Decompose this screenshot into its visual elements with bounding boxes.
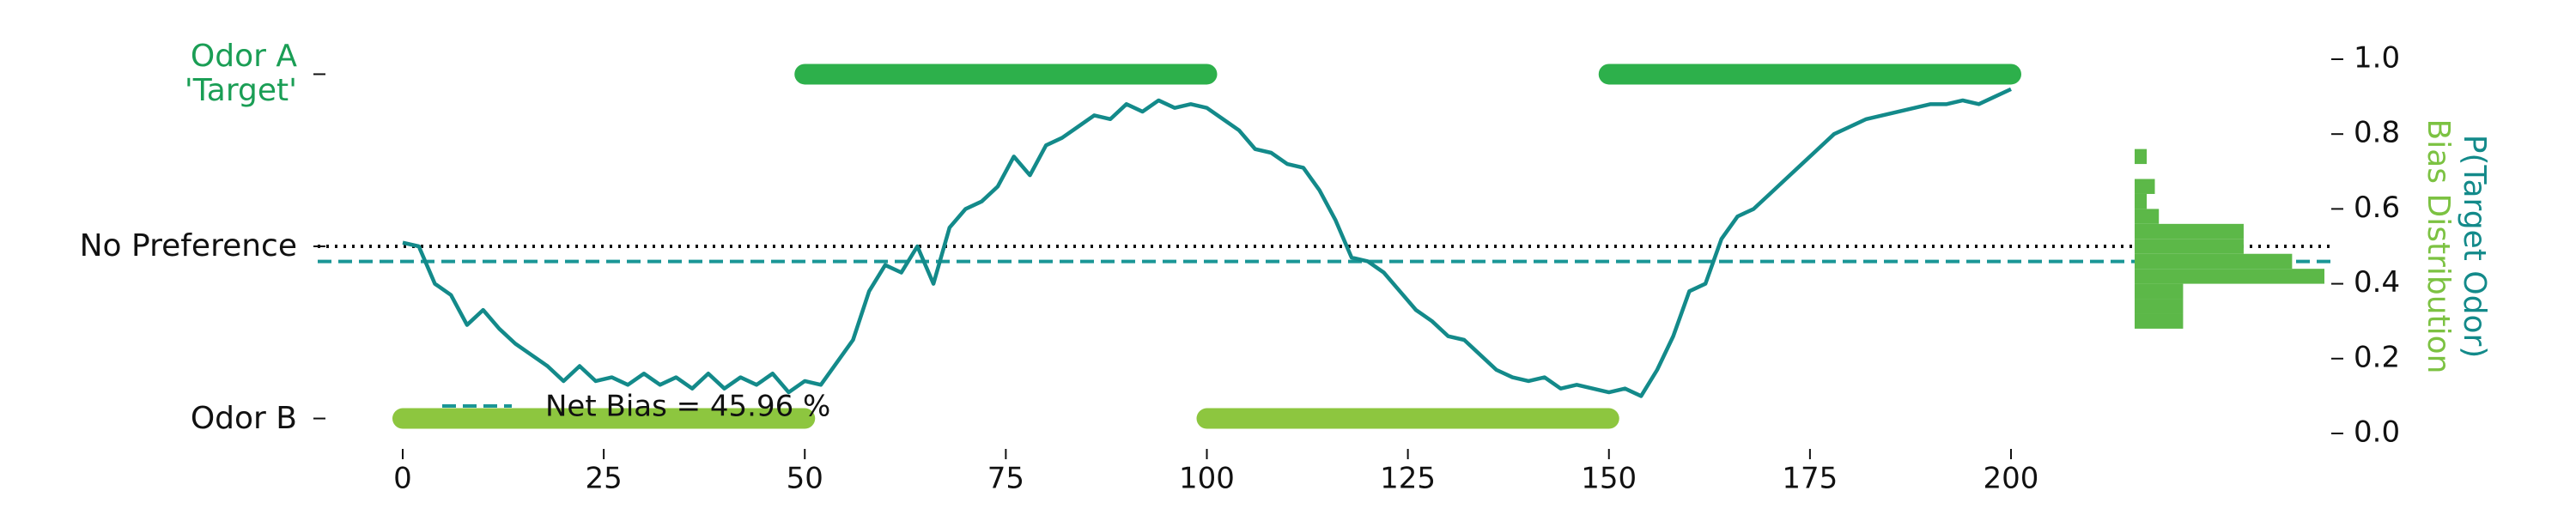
hist-bar (2135, 209, 2160, 224)
y-tick-label: 1.0 (2354, 41, 2400, 76)
x-tick-label: 50 (787, 462, 823, 496)
left-tick-label: Odor A 'Target' (184, 39, 297, 109)
hist-bar (2135, 269, 2324, 284)
hist-bar (2135, 239, 2244, 254)
y-axis-label: P(Target Odor) (2457, 135, 2492, 359)
x-tick-label: 200 (1984, 462, 2039, 496)
x-tick-label: 100 (1179, 462, 1235, 496)
x-tick-label: 125 (1380, 462, 1436, 496)
hist-axis-label: Bias Distribution (2421, 119, 2456, 374)
line (402, 87, 2012, 398)
x-tick-label: 150 (1581, 462, 1637, 496)
hist-bar (2135, 313, 2184, 329)
hist-bar (2135, 299, 2184, 314)
y-tick-label: 0.8 (2354, 116, 2400, 150)
left-tick-label: No Preference (79, 228, 297, 264)
y-tick-label: 0.2 (2354, 340, 2400, 374)
hist-bar (2135, 193, 2148, 209)
hist-bar (2135, 179, 2155, 194)
y-tick-label: 0.6 (2354, 191, 2400, 225)
left-tick-label: Odor B (190, 400, 297, 436)
x-tick-label: 0 (393, 462, 412, 496)
hist-bar (2135, 148, 2148, 165)
hist-bar (2135, 223, 2244, 239)
legend-label: Net Bias = 45.96 % (545, 390, 830, 424)
y-tick-label: 0.0 (2354, 415, 2400, 450)
hist-bar (2135, 253, 2293, 270)
x-tick-label: 25 (585, 462, 622, 496)
x-tick-label: 75 (987, 462, 1024, 496)
y-tick-label: 0.4 (2354, 265, 2400, 300)
x-tick-label: 175 (1782, 462, 1838, 496)
hist-bar (2135, 283, 2184, 300)
